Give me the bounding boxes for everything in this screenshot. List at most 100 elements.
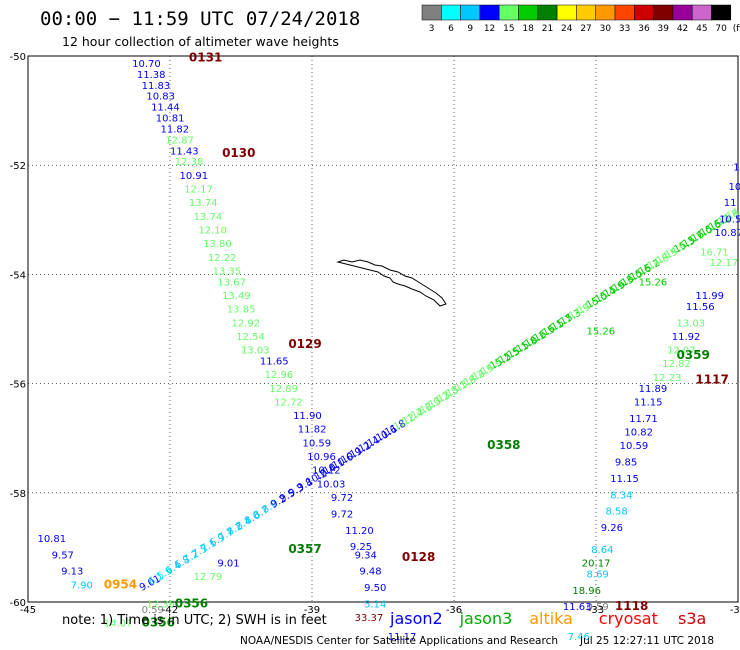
colorbar-tick-label: 30 [600,24,612,34]
colorbar-tick-label: 24 [561,24,573,34]
wave-height-label: 11.92 [672,332,701,343]
track-point-label: 10.12 [312,466,341,477]
track-point-label: 10.70 [132,59,161,70]
colorbar-swatch [498,4,519,21]
track-point-label: 11.65 [260,356,289,367]
track-point-label: 10.59 [303,438,332,449]
lon-tick-label: -45 [20,605,36,616]
wave-height-label: 20.17 [582,559,611,570]
wave-height-label: 11.71 [629,414,658,425]
colorbar-tick-label: 15 [503,24,514,34]
track-point-label: 10.96 [307,452,336,463]
track-point-label: 11.38 [137,70,166,81]
wave-height-label: 11.15 [610,474,639,485]
wave-height-label: 10.9 [729,182,740,193]
colorbar-tick-label: 6 [448,24,454,34]
colorbar-swatch [595,4,616,21]
colorbar-swatch [518,4,539,21]
map-title: 00:00 − 11:59 UTC 07/24/2018 [40,8,360,30]
colorbar-swatch [441,4,461,21]
wave-height-label: 7.90 [71,580,93,591]
footer-credit: NOAA/NESDIS Center for Satellite Applica… [240,635,558,647]
wave-height-label: 12.79 [194,572,223,583]
track-point-label: 12.96 [265,370,294,381]
wave-height-label: 11.15 [634,397,663,408]
lon-tick-label: -42 [162,605,178,616]
track-time-label: 0131 [189,50,222,64]
colorbar-tick-label: 3 [429,24,435,34]
wave-height-label: 13.03 [676,318,705,329]
colorbar-swatch [479,4,500,21]
wave-height-label: 18.96 [572,586,601,597]
wave-height-label: 9.26 [601,523,623,534]
track-point-label: 10.83 [146,92,175,103]
altimeter-tracks: 10.7011.3811.8310.8311.4410.8111.8212.87… [132,50,386,594]
lat-tick-label: -54 [10,270,26,281]
map-axes: -45 -42 -39 -36 -33 -30 -50 -52 -54 -56 -58 -60 [10,52,740,616]
pass-time-label: 0358 [487,438,520,452]
colorbar-swatch [711,4,732,21]
wave-height-label: 12.36 [146,599,175,610]
wave-height-label: 8.64 [591,545,613,556]
footer-note: note: 1) Time is in UTC; 2) SWH is in fe… [62,613,327,628]
colorbar-swatch [634,4,654,21]
track-point-label: 9.72 [331,509,353,520]
wave-height-label: 12.17 [710,258,739,269]
track-point-label: 13.80 [203,239,232,250]
colorbar-tick-label: 70 [715,24,727,34]
wave-height-label: 8.34 [610,490,632,501]
wave-height-label: 9.85 [615,458,637,469]
track-point-label: 13.74 [194,212,223,223]
wave-height-label: 14.07 [104,619,133,630]
track-point-label: 11.90 [293,411,322,422]
map-frame [27,55,739,603]
colorbar-tick-label: 45 [696,24,707,34]
track-point-label: 13.49 [222,291,251,302]
wave-height-label: 5.14 [364,599,386,610]
lat-tick-label: -56 [10,380,26,391]
wave-height-label: 11.89 [639,384,668,395]
track-point-label: 10.91 [179,171,208,182]
track-point-label: 11.82 [161,124,190,135]
satellite-legend: jason2 jason3 altika cryosat s3a [389,609,706,628]
track-point-label: 13.74 [189,198,218,209]
track-point-label: 11.43 [170,146,199,157]
track-point-label: 11.83 [142,81,171,92]
wave-height-label: 10.87 [714,228,740,239]
satellite-legend-jason3: jason3 [459,609,513,628]
track-point-label: 11.44 [151,103,180,114]
track-point-label: 12.22 [208,253,237,264]
colorbar-unit: (ft) [733,24,740,34]
pass-time-label: 1117 [695,373,728,387]
wave-height-label: 12.23 [653,373,682,384]
lon-tick-label: -36 [446,605,462,616]
wave-height-label: 10.58 [719,215,740,226]
track-point-label: 9.48 [359,567,381,578]
colorbar-swatch [556,4,577,21]
track-point-label: 9.25 [350,542,372,553]
wave-height-label: 9.57 [52,550,74,561]
track-point-label: 9.50 [364,583,386,594]
map-grid [27,55,739,603]
track-point-label: 12.72 [274,397,303,408]
pass-time-label: 0954 [104,577,137,591]
lat-tick-label: -60 [10,598,26,609]
colorbar-swatch [672,4,693,21]
wave-height-label: 10.9 [733,163,740,174]
wave-height-label: 9.13 [61,567,83,578]
colorbar-swatch [691,4,712,21]
track-point-label: 13.67 [217,277,246,288]
track-point-label: 9.72 [331,493,353,504]
track-point-label: 9.34 [355,550,377,561]
wave-height-label: 11.21 [724,198,740,209]
wave-height-label: 10.81 [37,534,66,545]
pass-time-label: 1118 [615,599,648,613]
pass-time-label: 0130 [222,146,255,160]
wave-height-label: 10.59 [620,441,649,452]
satellite-legend-s3a: s3a [678,609,706,628]
colorbar-tick-label: 42 [677,24,688,34]
pass-time-label: 0359 [676,348,709,362]
lat-tick-label: -58 [10,489,26,500]
wave-height-label: 8.69 [587,569,609,580]
